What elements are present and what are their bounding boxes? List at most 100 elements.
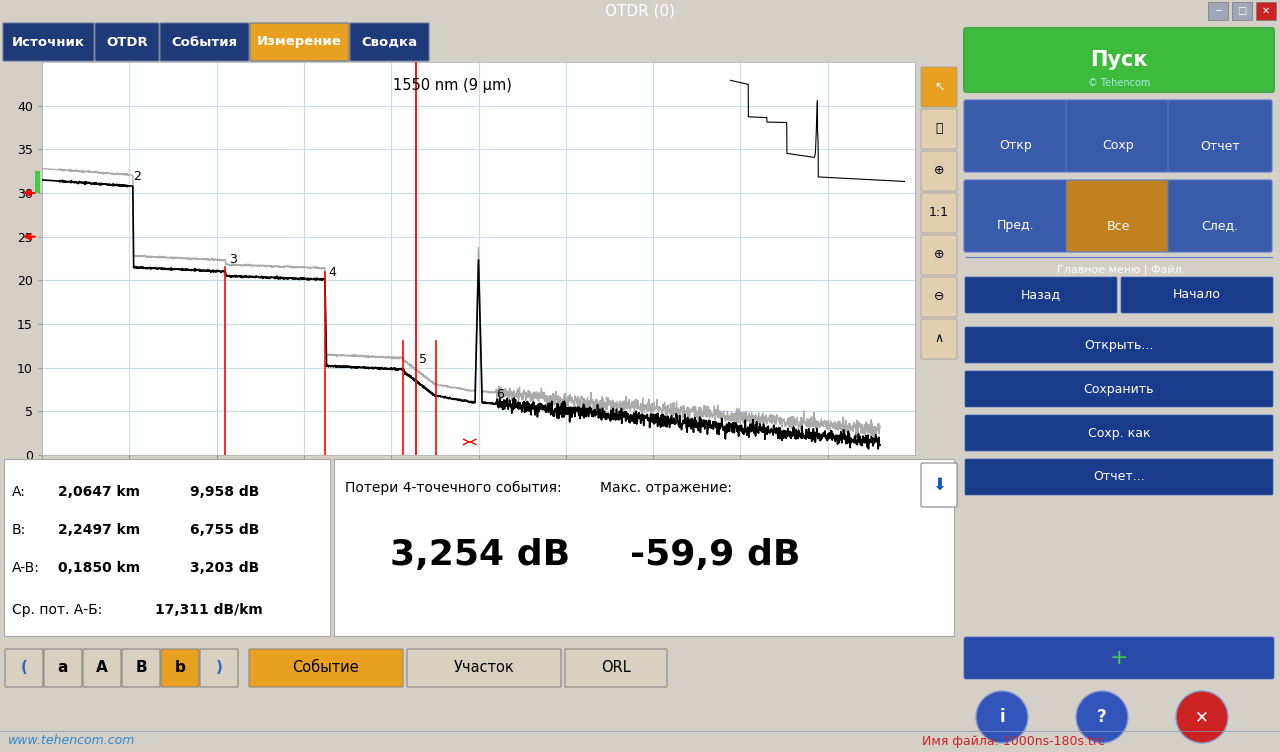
Text: ✋: ✋ xyxy=(936,123,943,135)
FancyBboxPatch shape xyxy=(5,649,44,687)
Text: Сохранить: Сохранить xyxy=(1084,383,1155,396)
FancyBboxPatch shape xyxy=(965,277,1117,313)
Text: Измерение: Измерение xyxy=(257,35,342,48)
Text: -59,9 dB: -59,9 dB xyxy=(630,538,800,572)
Text: Открыть...: Открыть... xyxy=(1084,338,1153,351)
Bar xyxy=(1231,2,1252,20)
Text: Имя файла: 1000ns-180s.trc: Имя файла: 1000ns-180s.trc xyxy=(922,735,1105,747)
FancyBboxPatch shape xyxy=(965,371,1274,407)
Text: i: i xyxy=(1000,708,1005,726)
Text: Сохр. как: Сохр. как xyxy=(1088,426,1151,439)
Text: Событие: Событие xyxy=(293,660,360,675)
Bar xyxy=(35,171,40,193)
Text: 1550 nm (9 μm): 1550 nm (9 μm) xyxy=(393,77,512,92)
FancyBboxPatch shape xyxy=(922,235,957,275)
FancyBboxPatch shape xyxy=(95,23,159,61)
FancyBboxPatch shape xyxy=(922,319,957,359)
Text: 2,0647 km: 2,0647 km xyxy=(58,485,140,499)
Text: 3: 3 xyxy=(229,253,237,266)
Text: a: a xyxy=(383,475,390,489)
Text: ⊖: ⊖ xyxy=(933,290,945,304)
FancyBboxPatch shape xyxy=(922,109,957,149)
Text: ✕: ✕ xyxy=(1262,6,1270,16)
Text: Макс. отражение:: Макс. отражение: xyxy=(600,481,732,495)
Text: Отчет: Отчет xyxy=(1201,140,1240,153)
Text: B: B xyxy=(136,660,147,675)
Text: Откр: Откр xyxy=(1000,140,1033,153)
Circle shape xyxy=(1076,691,1128,743)
Text: ⊕: ⊕ xyxy=(933,165,945,177)
Text: A:: A: xyxy=(12,485,26,499)
Text: 4: 4 xyxy=(329,266,337,279)
Bar xyxy=(4,459,330,636)
Text: a: a xyxy=(58,660,68,675)
FancyBboxPatch shape xyxy=(161,649,198,687)
FancyBboxPatch shape xyxy=(964,637,1274,679)
FancyBboxPatch shape xyxy=(407,649,561,687)
Text: Потери 4-точечного события:: Потери 4-точечного события: xyxy=(346,481,562,495)
FancyBboxPatch shape xyxy=(964,28,1274,92)
Text: B:: B: xyxy=(12,523,27,537)
FancyBboxPatch shape xyxy=(922,463,957,507)
Text: 2: 2 xyxy=(133,170,141,183)
Text: След.: След. xyxy=(1202,220,1239,232)
FancyBboxPatch shape xyxy=(1066,100,1170,172)
FancyBboxPatch shape xyxy=(250,649,403,687)
Text: Назад: Назад xyxy=(1021,289,1061,302)
FancyBboxPatch shape xyxy=(1169,180,1272,252)
Text: ✕: ✕ xyxy=(1196,708,1208,726)
Text: B: B xyxy=(431,475,440,489)
Circle shape xyxy=(1176,691,1228,743)
Text: Начало: Начало xyxy=(1172,289,1221,302)
Text: b: b xyxy=(174,660,186,675)
Text: km: km xyxy=(924,484,943,497)
Text: Пред.: Пред. xyxy=(997,220,1034,232)
FancyBboxPatch shape xyxy=(1169,100,1272,172)
Text: Источник: Источник xyxy=(12,35,84,48)
Text: 5: 5 xyxy=(419,353,428,366)
Text: ─: ─ xyxy=(1215,6,1221,16)
FancyBboxPatch shape xyxy=(1121,277,1274,313)
Text: 2,2497 km: 2,2497 km xyxy=(58,523,140,537)
Circle shape xyxy=(977,691,1028,743)
Text: Пуск: Пуск xyxy=(1091,50,1148,70)
Text: ?: ? xyxy=(1097,708,1107,726)
Text: 9,958 dB: 9,958 dB xyxy=(189,485,260,499)
Bar xyxy=(1208,2,1228,20)
Text: Главное меню | Файл: Главное меню | Файл xyxy=(1056,265,1181,275)
Bar xyxy=(1256,2,1276,20)
FancyBboxPatch shape xyxy=(965,327,1274,363)
Text: A: A xyxy=(96,660,108,675)
Text: A: A xyxy=(398,475,407,489)
FancyBboxPatch shape xyxy=(965,415,1274,451)
FancyBboxPatch shape xyxy=(3,23,93,61)
FancyBboxPatch shape xyxy=(922,151,957,191)
Text: 17,311 dB/km: 17,311 dB/km xyxy=(155,603,262,617)
FancyBboxPatch shape xyxy=(922,277,957,317)
Text: ∧: ∧ xyxy=(934,332,943,345)
Text: 3,203 dB: 3,203 dB xyxy=(189,561,260,575)
FancyBboxPatch shape xyxy=(250,23,349,61)
Text: 0,1850 km: 0,1850 km xyxy=(58,561,140,575)
Text: Все: Все xyxy=(1106,220,1130,232)
FancyBboxPatch shape xyxy=(160,23,250,61)
Text: 1:1: 1:1 xyxy=(929,207,948,220)
Text: ↖: ↖ xyxy=(933,80,945,93)
Text: ⬇: ⬇ xyxy=(932,476,946,494)
Text: Отчет...: Отчет... xyxy=(1093,471,1144,484)
FancyBboxPatch shape xyxy=(964,180,1068,252)
Text: © Tehencom: © Tehencom xyxy=(1088,78,1151,88)
Text: A-B:: A-B: xyxy=(12,561,40,575)
FancyBboxPatch shape xyxy=(564,649,667,687)
Text: 3,254 dB: 3,254 dB xyxy=(390,538,570,572)
Text: 6,755 dB: 6,755 dB xyxy=(189,523,260,537)
FancyBboxPatch shape xyxy=(83,649,122,687)
Text: 6: 6 xyxy=(495,388,504,402)
Text: События: События xyxy=(172,35,238,48)
Text: Ср. пот. А-Б:: Ср. пот. А-Б: xyxy=(12,603,102,617)
Text: Сохр: Сохр xyxy=(1102,140,1134,153)
FancyBboxPatch shape xyxy=(1066,180,1170,252)
Text: Участок: Участок xyxy=(453,660,515,675)
Text: www.tehencom.com: www.tehencom.com xyxy=(8,735,136,747)
FancyBboxPatch shape xyxy=(964,100,1068,172)
